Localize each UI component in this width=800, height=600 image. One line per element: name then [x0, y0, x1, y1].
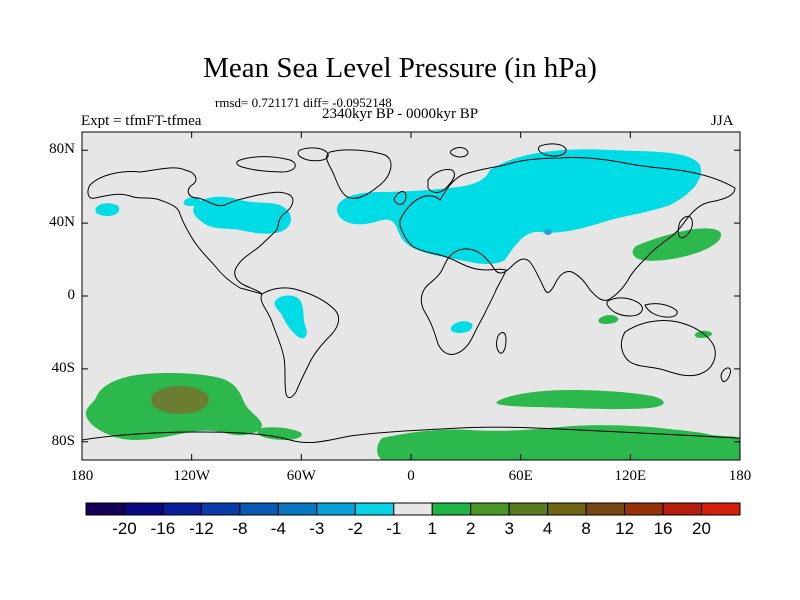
x-tick-label: 60E [508, 468, 533, 484]
y-axis-ticks [82, 149, 740, 443]
x-tick-label: 180 [728, 468, 752, 484]
chart-title: Mean Sea Level Pressure (in hPa) [203, 52, 597, 84]
x-tick-label: 120E [614, 468, 647, 484]
positive-anomaly-core [151, 386, 209, 414]
y-tick-label: 0 [67, 287, 76, 303]
y-tick-label: 80N [49, 141, 75, 158]
colorbar-label: -4 [270, 519, 286, 538]
stats-line: rmsd= 0.721171 diff= -0.0952148 [215, 95, 392, 110]
colorbar-label: -2 [347, 519, 363, 538]
colorbar-swatch [508, 502, 549, 516]
x-tick-label: 120W [173, 468, 210, 484]
period-label: 2340kyr BP - 0000kyr BP [322, 106, 479, 122]
colorbar-label: 3 [504, 519, 514, 538]
colorbar-swatch [585, 502, 626, 516]
y-tick-label: 40S [51, 359, 75, 376]
colorbar-label: -12 [189, 519, 214, 538]
colorbar-label: 16 [653, 519, 673, 538]
colorbar-swatch [162, 502, 202, 516]
colorbar-swatch [701, 502, 741, 516]
season-label: JJA [711, 113, 734, 129]
colorbar-label: 20 [692, 519, 711, 538]
colorbar-label: -8 [232, 519, 248, 538]
colorbar [85, 502, 741, 516]
colorbar-swatch [354, 502, 395, 516]
y-tick-label: 80S [51, 432, 75, 449]
colorbar-label: -16 [150, 519, 176, 538]
colorbar-swatch [662, 502, 703, 516]
colorbar-swatch [316, 502, 356, 516]
colorbar-label: 8 [581, 519, 591, 538]
colorbar-swatch [624, 502, 664, 516]
colorbar-swatch [470, 502, 510, 516]
colorbar-label: -1 [386, 519, 402, 538]
colorbar-swatch [123, 502, 164, 516]
x-axis-ticks [81, 132, 741, 460]
colorbar-swatch [200, 502, 241, 516]
x-tick-label: 0 [407, 468, 415, 484]
x-tick-label: 180 [70, 468, 94, 484]
colorbar-swatch [239, 502, 279, 516]
experiment-label: Expt = tfmFT-tfmea [81, 113, 202, 129]
colorbar-swatch [431, 502, 472, 516]
colorbar-swatch [85, 502, 125, 516]
colorbar-swatch [277, 502, 318, 516]
x-tick-label: 60W [286, 468, 316, 484]
colorbar-label: 4 [542, 519, 553, 538]
colorbar-swatch [547, 502, 587, 516]
colorbar-label: -3 [309, 519, 325, 538]
colorbar-label: 1 [427, 519, 437, 538]
negative-anomaly-regions [95, 149, 701, 339]
colorbar-swatch [393, 502, 433, 516]
positive-anomaly-regions [85, 228, 740, 460]
y-tick-label: 40N [49, 214, 75, 231]
colorbar-label: 2 [465, 519, 476, 538]
coastlines [82, 143, 740, 443]
anomaly-fields [82, 143, 740, 460]
negative-anomaly-core [544, 229, 552, 235]
colorbar-label: -20 [112, 519, 137, 538]
colorbar-label: 12 [615, 519, 635, 538]
